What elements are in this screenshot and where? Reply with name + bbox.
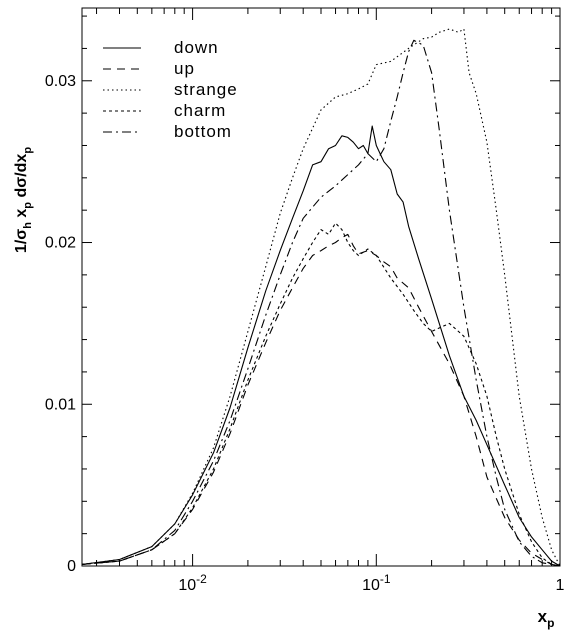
series-line-charm — [81, 222, 561, 567]
plot-frame — [81, 7, 561, 567]
y-tick-label: 0.02 — [45, 235, 76, 252]
series-line-strange — [81, 28, 561, 567]
x-tick-label: 1 — [556, 577, 565, 594]
legend-label-up: up — [174, 59, 195, 78]
axis-labels: xp 1/σh xp dσ/dxp — [13, 147, 554, 630]
y-axis-label: 1/σh xp dσ/dxp — [13, 147, 34, 253]
legend-label-down: down — [174, 38, 219, 57]
x-axis-label: xp — [538, 607, 555, 630]
x-tick-label: 10-1 — [362, 572, 391, 594]
series-line-up — [81, 233, 561, 567]
legend-label-bottom: bottom — [174, 122, 232, 141]
plot-frame-layer — [81, 7, 561, 567]
legend-label-strange: strange — [174, 80, 238, 99]
series-line-bottom — [81, 39, 561, 567]
ticks-layer: 0 0.01 0.02 0.03 10-2 10-1 1 — [45, 8, 565, 594]
series-layer — [81, 28, 561, 567]
legend: down up strange charm bottom — [103, 38, 238, 141]
series-line-down — [81, 125, 561, 567]
y-tick-label: 0.03 — [45, 73, 76, 90]
x-tick-label: 10-2 — [178, 572, 207, 594]
y-tick-label: 0.01 — [45, 396, 76, 413]
y-tick-label: 0 — [67, 558, 76, 575]
legend-label-charm: charm — [174, 101, 226, 120]
